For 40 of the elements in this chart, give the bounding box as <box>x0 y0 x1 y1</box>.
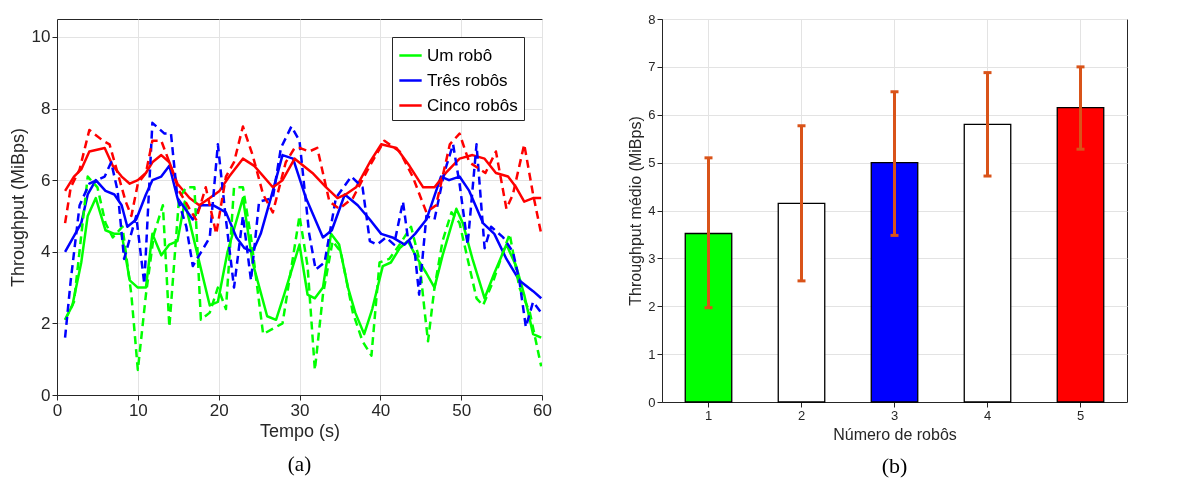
y-tick-label: 5 <box>648 155 656 171</box>
text: (a) <box>287 452 312 476</box>
x-tick-label: 30 <box>290 400 310 420</box>
y-axis-title: Throughput (MiBps) <box>7 127 28 288</box>
bar <box>777 202 826 403</box>
y-tick-label: 6 <box>648 107 656 123</box>
y-axis-title: Throughput médio (MiBps) <box>627 116 645 306</box>
y-tick-label: 0 <box>41 385 51 405</box>
legend-label: Um robô <box>427 45 493 65</box>
bar <box>870 161 919 403</box>
x-tick-label: 60 <box>533 400 552 420</box>
y-tick-label: 2 <box>41 313 51 333</box>
x-tick-label: 5 <box>1076 407 1085 423</box>
legend-label: Três robôs <box>427 70 508 90</box>
y-tick-label: 10 <box>31 27 51 47</box>
x-tick-label: 2 <box>797 407 806 423</box>
y-tick-label: 4 <box>648 203 656 218</box>
x-tick-label: 20 <box>209 400 229 420</box>
bar <box>963 123 1012 403</box>
x-axis-title: Número de robôs <box>833 425 957 443</box>
y-tick-label: 2 <box>648 298 656 314</box>
x-tick-label: 4 <box>983 407 992 423</box>
x-tick-label: 50 <box>452 400 472 420</box>
y-tick-label: 8 <box>41 99 51 119</box>
bar <box>1056 106 1105 403</box>
legend-label: Cinco robôs <box>427 95 518 115</box>
y-tick-label: 3 <box>648 250 656 266</box>
line-series <box>63 121 542 339</box>
bar <box>684 232 733 403</box>
x-tick-label: 40 <box>371 400 391 420</box>
x-tick-label: 3 <box>890 407 899 423</box>
y-tick-label: 6 <box>41 170 51 190</box>
x-tick-label: 10 <box>128 400 148 420</box>
y-tick-label: 4 <box>41 242 51 262</box>
x-tick-label: 1 <box>704 407 713 423</box>
y-tick-label: 8 <box>648 11 656 27</box>
text: (b) <box>881 453 908 478</box>
y-tick-label: 1 <box>648 346 656 362</box>
x-axis-title: Tempo (s) <box>259 420 341 441</box>
y-tick-label: 7 <box>648 59 656 75</box>
